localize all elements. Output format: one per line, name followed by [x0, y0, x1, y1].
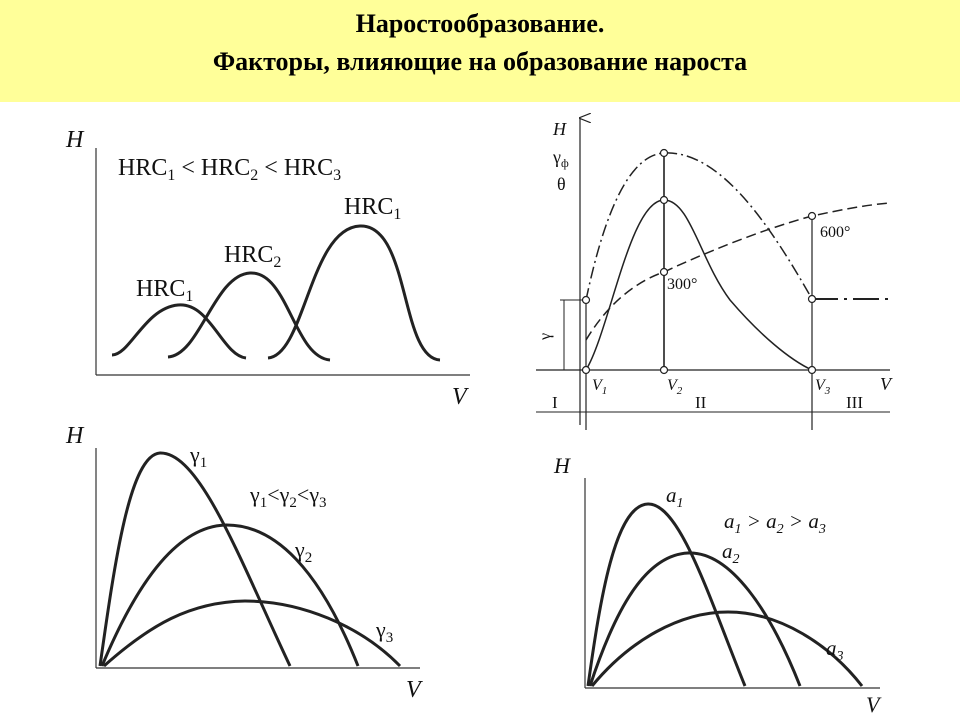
thickness-curve-3 — [590, 610, 864, 687]
diagram-thickness: H V a1 > a2 > a3 a1 a2 a3 — [553, 453, 882, 717]
hardness-label-2: HRC2 — [224, 242, 281, 271]
zones-temp-curve — [585, 202, 891, 341]
rake-y-label: H — [65, 423, 85, 449]
zones-y-label-theta: θ — [557, 174, 566, 194]
zones-point-v2-axis — [659, 365, 669, 375]
zones-point-v1-gamma — [581, 295, 591, 305]
zones-point-v1-h — [581, 365, 591, 375]
zones-zone-1: I — [552, 393, 558, 412]
zones-h-curve — [585, 199, 813, 371]
zones-y-label-gamma: γф — [552, 147, 569, 170]
zones-v2-label: V2 — [667, 377, 683, 397]
thickness-label-2: a2 — [722, 539, 740, 567]
page-title: Наростообразование. — [355, 9, 605, 38]
zones-point-v3-axis — [807, 365, 817, 375]
rake-label-3: γ3 — [375, 617, 393, 646]
zones-point-v2-temp — [659, 267, 669, 277]
thickness-curve-2 — [588, 551, 802, 687]
zones-zone-3: III — [846, 393, 863, 412]
hardness-curve-3 — [267, 224, 441, 362]
rake-curve-3 — [103, 599, 402, 668]
zones-point-v3-gamma — [807, 294, 817, 304]
rake-label-2: γ2 — [294, 537, 312, 566]
hardness-curve-2 — [167, 271, 331, 362]
hardness-curve-1 — [111, 303, 247, 360]
diagram-zones: H γф θ γ 300° 600° V1 V2 V3 V — [536, 118, 893, 430]
thickness-condition: a1 > a2 > a3 — [724, 509, 826, 537]
hardness-x-label: V — [452, 384, 469, 410]
thickness-label-3: a3 — [826, 636, 844, 664]
zones-temp-600: 600° — [820, 224, 850, 241]
hardness-condition: HRC1 < HRC2 < HRC3 — [118, 155, 341, 184]
thickness-y-label: H — [553, 453, 571, 478]
diagram-rake-angle: H V γ1<γ2<γ3 γ1 γ2 γ3 — [65, 423, 423, 703]
page-subtitle: Факторы, влияющие на образование нароста — [212, 47, 748, 76]
zones-y-label-h: H — [552, 119, 567, 139]
thickness-curve-1 — [586, 502, 747, 687]
rake-condition: γ1<γ2<γ3 — [249, 482, 327, 511]
zones-point-v2-gamma — [659, 148, 669, 158]
rake-curve-1 — [98, 451, 292, 667]
hardness-label-1: HRC1 — [136, 276, 193, 305]
zones-point-v3-temp — [807, 211, 817, 221]
zones-temp-300: 300° — [667, 276, 697, 293]
rake-x-label: V — [406, 677, 423, 703]
hardness-y-label: H — [65, 127, 85, 153]
zones-gamma-curve — [585, 152, 813, 301]
zones-gamma-label: γ — [537, 333, 554, 341]
thickness-x-label: V — [866, 692, 882, 717]
zones-point-v2-h — [659, 195, 669, 205]
diagram-hardness: H V HRC1 < HRC2 < HRC3 HRC1 HRC2 HRC1 — [65, 127, 470, 410]
zones-v3-label: V3 — [815, 377, 831, 397]
hardness-label-3: HRC1 — [344, 194, 401, 223]
zones-x-label: V — [880, 374, 893, 394]
zones-v1-label: V1 — [592, 377, 607, 397]
rake-curve-2 — [100, 523, 360, 667]
title-banner: Наростообразование. Факторы, влияющие на… — [0, 0, 960, 102]
rake-label-1: γ1 — [189, 442, 207, 471]
thickness-label-1: a1 — [666, 483, 684, 511]
zones-zone-2: II — [695, 393, 707, 412]
